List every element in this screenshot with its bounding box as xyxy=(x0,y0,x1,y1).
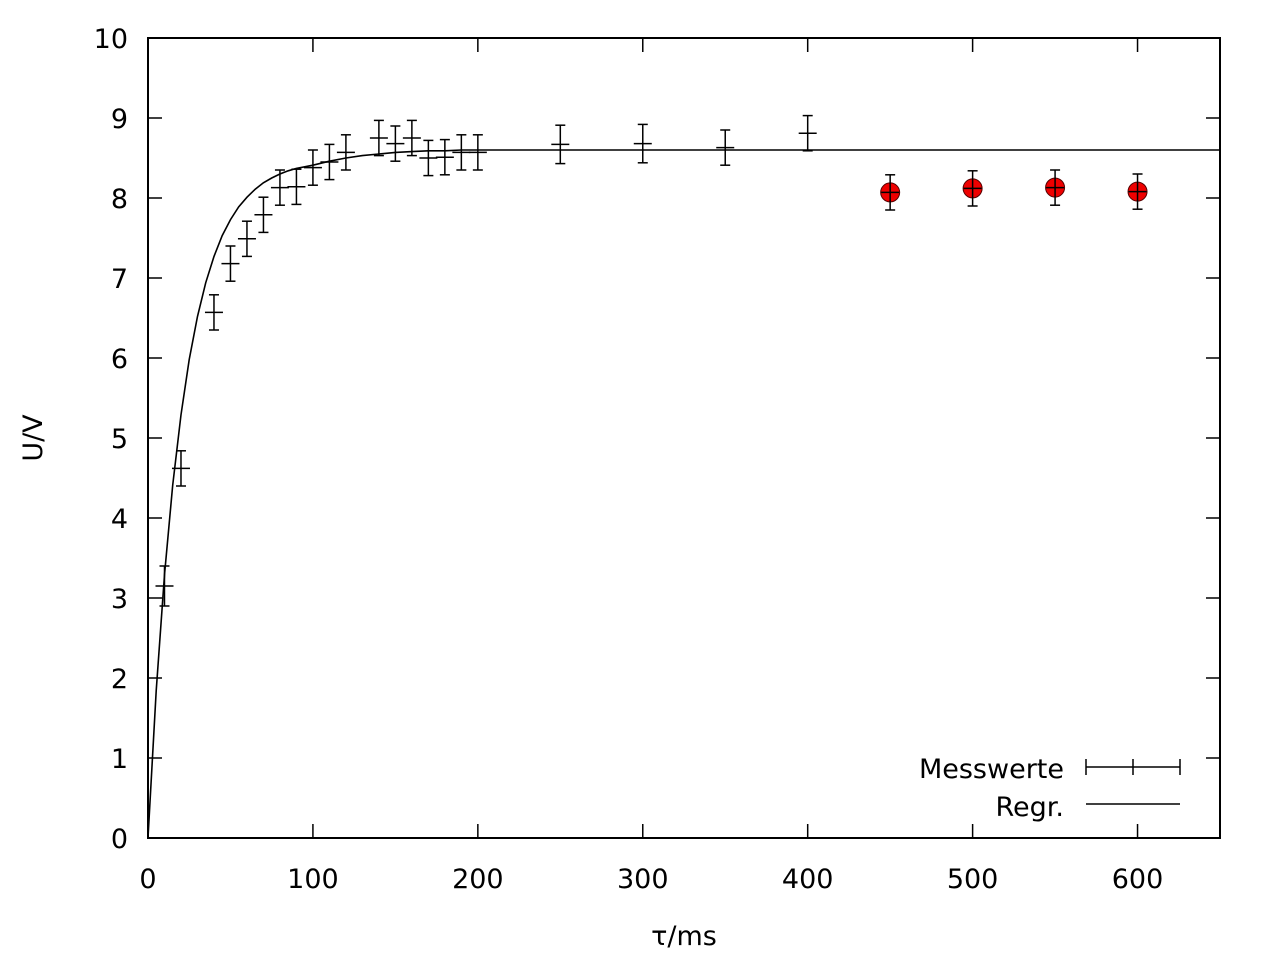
plot-frame xyxy=(147,37,1221,839)
data-point xyxy=(419,139,438,177)
y-tick-label: 10 xyxy=(94,24,128,55)
y-tick-label: 2 xyxy=(111,664,128,695)
data-point xyxy=(798,114,817,152)
legend-label-regr: Regr. xyxy=(995,792,1064,823)
data-point xyxy=(716,129,735,166)
y-tick-label: 3 xyxy=(111,584,128,615)
y-axis-label: U/V xyxy=(18,414,49,462)
y-tick-label: 8 xyxy=(111,184,128,215)
data-point xyxy=(402,119,421,157)
points-layer xyxy=(155,114,1148,607)
regression-line xyxy=(147,149,1220,839)
y-tick-label: 0 xyxy=(111,824,128,855)
data-point xyxy=(369,119,388,157)
data-point xyxy=(551,124,570,165)
data-point xyxy=(435,138,454,176)
data-point xyxy=(204,294,223,331)
highlighted-data-point xyxy=(1127,173,1148,210)
y-tick-label: 9 xyxy=(111,104,128,135)
ticks-layer: 0 100 200 300 400 500 600 0 1 2 3 4 5 6 7 8 9 10 xyxy=(94,24,1220,895)
y-tick-label: 6 xyxy=(111,344,128,375)
data-point xyxy=(633,123,652,164)
highlighted-data-point xyxy=(1045,169,1066,206)
x-tick-label: 200 xyxy=(452,864,504,895)
x-tick-label: 300 xyxy=(617,864,669,895)
legend-marker-messwerte xyxy=(1085,759,1181,775)
x-tick-label: 600 xyxy=(1112,864,1164,895)
data-point xyxy=(237,220,256,258)
data-point xyxy=(468,134,487,171)
y-tick-label: 1 xyxy=(111,744,128,775)
data-point xyxy=(386,125,405,162)
data-point xyxy=(287,168,306,206)
data-point xyxy=(254,196,273,234)
data-point xyxy=(303,149,322,186)
x-tick-label: 100 xyxy=(287,864,339,895)
x-tick-label: 0 xyxy=(139,864,156,895)
legend: Messwerte Regr. xyxy=(919,754,1181,823)
data-point xyxy=(270,169,289,206)
x-tick-label: 400 xyxy=(782,864,834,895)
data-point xyxy=(221,245,240,282)
x-tick-label: 500 xyxy=(947,864,999,895)
legend-label-messwerte: Messwerte xyxy=(919,754,1064,785)
data-point xyxy=(452,134,471,171)
x-axis-label: τ/ms xyxy=(651,921,717,952)
y-tick-label: 5 xyxy=(111,424,128,455)
highlighted-data-point xyxy=(880,174,901,211)
data-point xyxy=(155,565,174,607)
highlighted-data-point xyxy=(962,170,983,207)
data-point xyxy=(171,450,190,487)
data-point xyxy=(336,134,355,171)
curve-layer xyxy=(147,149,1220,839)
data-point xyxy=(320,143,339,181)
y-tick-label: 4 xyxy=(111,504,128,535)
y-tick-label: 7 xyxy=(111,264,128,295)
